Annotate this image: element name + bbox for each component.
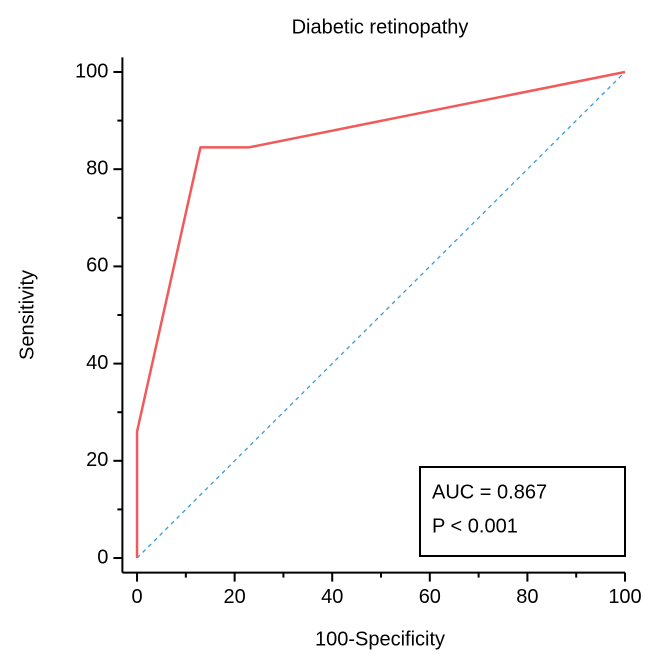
y-axis-label: Sensitivity [16, 270, 38, 360]
y-tick-label: 20 [86, 449, 108, 471]
x-tick-label: 60 [419, 586, 441, 608]
x-tick-label: 80 [516, 586, 538, 608]
y-tick-label: 40 [86, 352, 108, 374]
x-tick-label: 0 [131, 586, 142, 608]
y-tick-label: 100 [75, 60, 108, 82]
y-tick-label: 60 [86, 255, 108, 277]
x-tick-label: 100 [608, 586, 641, 608]
annotation-box [419, 466, 626, 557]
chart-title: Diabetic retinopathy [292, 16, 469, 38]
y-tick-label: 0 [97, 546, 108, 568]
annotation: AUC = 0.867 [432, 481, 547, 503]
y-tick-label: 80 [86, 157, 108, 179]
x-axis-label: 100-Specificity [315, 628, 445, 650]
x-tick-label: 40 [321, 586, 343, 608]
annotation: P < 0.001 [432, 515, 518, 537]
roc-line [135, 70, 626, 559]
x-tick-label: 20 [224, 586, 246, 608]
reference-line [136, 71, 626, 559]
